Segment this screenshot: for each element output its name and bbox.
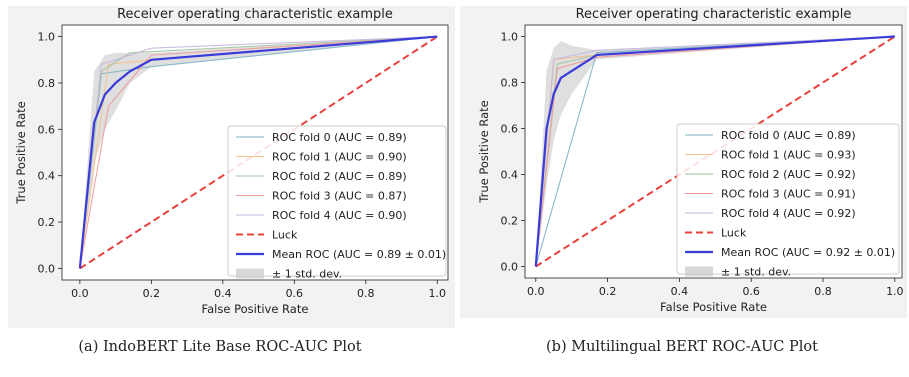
chart-b-legend-label-3: ROC fold 3 (AUC = 0.91) <box>721 188 856 201</box>
chart-a-x-tick-label-0: 0.0 <box>71 287 89 300</box>
chart-b-y-tick-label-5: 1.0 <box>501 31 519 44</box>
chart-b-legend-label-6: Mean ROC (AUC = 0.92 ± 0.01) <box>721 246 895 259</box>
chart-a-legend-label-4: ROC fold 4 (AUC = 0.90) <box>272 209 407 222</box>
chart-b-x-tick-label-5: 1.0 <box>886 285 904 298</box>
chart-a-x-tick-label-5: 1.0 <box>429 287 447 300</box>
chart-b-x-tick-label-3: 0.6 <box>742 285 760 298</box>
chart-b-y-tick-label-2: 0.4 <box>501 169 519 182</box>
chart-b-y-tick-label-0: 0.0 <box>501 261 519 274</box>
chart-a-y-tick-label-2: 0.4 <box>38 170 56 183</box>
chart-a-y-axis-label: True Positive Rate <box>14 101 28 204</box>
chart-b-legend-swatch-7 <box>685 267 713 277</box>
chart-a-y-tick-label-0: 0.0 <box>38 262 56 275</box>
chart-b-legend-label-5: Luck <box>721 227 747 240</box>
chart-a-title: Receiver operating characteristic exampl… <box>117 7 393 22</box>
chart-b-x-tick-label-4: 0.8 <box>814 285 832 298</box>
chart-a-x-tick-label-4: 0.8 <box>357 287 375 300</box>
chart-b-legend-label-0: ROC fold 0 (AUC = 0.89) <box>721 129 856 142</box>
chart-b-title: Receiver operating characteristic exampl… <box>576 7 852 22</box>
chart-a-x-tick-label-2: 0.4 <box>214 287 232 300</box>
caption-mbert: (b) Multilingual BERT ROC-AUC Plot <box>462 339 902 355</box>
chart-a-legend-label-1: ROC fold 1 (AUC = 0.90) <box>272 151 407 164</box>
chart-a-legend-label-7: ± 1 std. dev. <box>272 268 342 281</box>
roc-chart-indobert: 0.0 0.2 0.4 0.6 0.8 1.0 0.0 0.2 0.4 0.6 0.8 1.0 Rece… <box>0 0 455 335</box>
chart-b-x-tick-label-2: 0.4 <box>671 285 689 298</box>
chart-a-x-tick-label-3: 0.6 <box>286 287 304 300</box>
chart-a-legend-label-2: ROC fold 2 (AUC = 0.89) <box>272 170 407 183</box>
chart-a-x-tick-label-1: 0.2 <box>143 287 161 300</box>
chart-a-legend-swatch-7 <box>236 269 264 279</box>
chart-a-legend-label-3: ROC fold 3 (AUC = 0.87) <box>272 190 407 203</box>
chart-b-y-tick-label-3: 0.6 <box>501 123 519 136</box>
caption-indobert: (a) IndoBERT Lite Base ROC-AUC Plot <box>0 339 440 355</box>
chart-a-y-tick-label-5: 1.0 <box>38 31 56 44</box>
chart-b-x-axis-label: False Positive Rate <box>660 300 767 314</box>
chart-a-y-tick-label-4: 0.8 <box>38 77 56 90</box>
chart-a-y-tick-label-1: 0.2 <box>38 216 56 229</box>
roc-chart-mbert: 0.0 0.2 0.4 0.6 0.8 1.0 0.0 0.2 0.4 0.6 0.8 1.0 Rece… <box>455 0 909 335</box>
chart-a-legend-label-5: Luck <box>272 229 298 242</box>
chart-b-y-tick-label-1: 0.2 <box>501 215 519 228</box>
chart-a-legend-label-0: ROC fold 0 (AUC = 0.89) <box>272 131 407 144</box>
chart-a-x-axis-label: False Positive Rate <box>202 302 309 316</box>
chart-b-y-axis-label: True Positive Rate <box>477 100 491 203</box>
chart-b-legend-label-7: ± 1 std. dev. <box>721 266 791 279</box>
chart-b-legend-label-2: ROC fold 2 (AUC = 0.92) <box>721 168 856 181</box>
chart-b-x-tick-label-0: 0.0 <box>527 285 545 298</box>
chart-b-x-tick-label-1: 0.2 <box>599 285 617 298</box>
chart-b-legend-label-4: ROC fold 4 (AUC = 0.92) <box>721 207 856 220</box>
chart-a-legend-label-6: Mean ROC (AUC = 0.89 ± 0.01) <box>272 248 446 261</box>
chart-b-legend-label-1: ROC fold 1 (AUC = 0.93) <box>721 149 856 162</box>
chart-a-y-tick-label-3: 0.6 <box>38 123 56 136</box>
chart-b-y-tick-label-4: 0.8 <box>501 77 519 90</box>
